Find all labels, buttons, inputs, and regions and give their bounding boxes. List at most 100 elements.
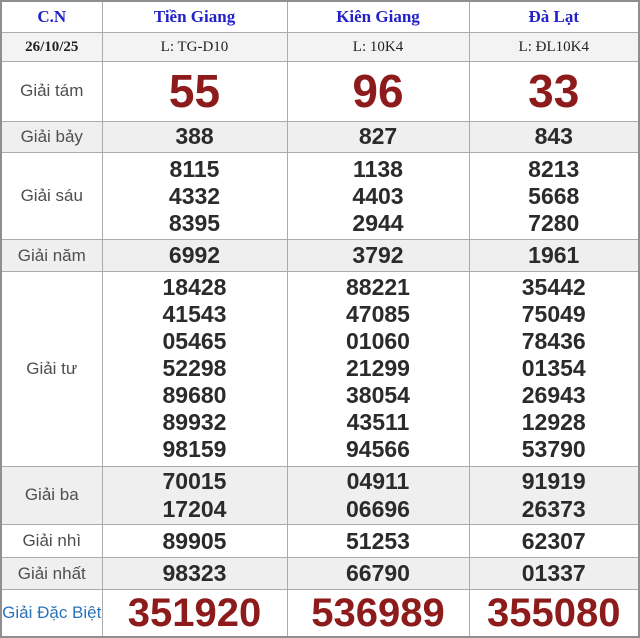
prize-numbers: 70015 17204 xyxy=(101,465,288,526)
column-header-da-lat[interactable]: Đà Lạt xyxy=(468,0,640,34)
prize-numbers: 51253 xyxy=(286,524,470,558)
prize-numbers: 8115 4332 8395 xyxy=(101,152,288,241)
prize-number: 38054 xyxy=(346,382,410,409)
prize-numbers: 66790 xyxy=(286,556,470,591)
prize-number: 70015 xyxy=(162,468,227,495)
prize-numbers: 89905 xyxy=(101,524,288,558)
prize-label-second: Giải nhì xyxy=(0,524,103,558)
prize-number: 8395 xyxy=(168,209,221,236)
prize-number: 536989 xyxy=(311,590,445,635)
prize-label-fifth: Giải năm xyxy=(0,239,103,272)
prize-number: 62307 xyxy=(521,527,586,554)
prize-row-first: Giải nhất 98323 66790 01337 xyxy=(0,556,640,591)
prize-label-seventh: Giải bảy xyxy=(0,120,103,154)
lottery-code-da-lat: L: ĐL10K4 xyxy=(468,32,640,62)
prize-numbers: 3792 xyxy=(286,239,470,272)
prize-numbers: 1138 4403 2944 xyxy=(286,152,470,241)
prize-numbers: 6992 xyxy=(101,239,288,272)
prize-number: 06696 xyxy=(346,496,410,523)
prize-number: 3792 xyxy=(352,242,404,269)
prize-number: 5668 xyxy=(528,182,580,209)
prize-number: 55 xyxy=(168,65,221,118)
prize-numbers: 01337 xyxy=(468,556,640,591)
column-header-tien-giang[interactable]: Tiền Giang xyxy=(101,0,288,34)
prize-number: 2944 xyxy=(352,209,404,236)
prize-number: 88221 xyxy=(346,274,410,301)
prize-number: 47085 xyxy=(346,301,410,328)
prize-numbers: 33 xyxy=(468,60,640,122)
prize-numbers: 388 xyxy=(101,120,288,154)
draw-info-row: 26/10/25 L: TG-D10 L: 10K4 L: ĐL10K4 xyxy=(0,32,640,62)
prize-label-third: Giải ba xyxy=(0,465,103,526)
prize-row-seventh: Giải bảy 388 827 843 xyxy=(0,120,640,154)
prize-number: 17204 xyxy=(162,496,227,523)
prize-numbers: 827 xyxy=(286,120,470,154)
prize-numbers: 536989 xyxy=(286,589,470,638)
prize-number: 41543 xyxy=(162,301,227,328)
column-header-day[interactable]: C.N xyxy=(0,0,103,34)
prize-number: 94566 xyxy=(346,436,410,463)
prize-number: 843 xyxy=(534,123,573,150)
prize-number: 01060 xyxy=(346,328,410,355)
prize-row-third: Giải ba 70015 17204 04911 06696 91919 26373 xyxy=(0,465,640,526)
prize-label-first: Giải nhất xyxy=(0,556,103,591)
prize-row-eighth: Giải tám 55 96 33 xyxy=(0,60,640,122)
prize-label-fourth: Giải tư xyxy=(0,270,103,467)
prize-numbers: 04911 06696 xyxy=(286,465,470,526)
prize-number: 91919 xyxy=(521,468,586,495)
prize-number: 52298 xyxy=(162,355,227,382)
prize-label-eighth: Giải tám xyxy=(0,60,103,122)
prize-numbers: 351920 xyxy=(101,589,288,638)
lottery-code-kien-giang: L: 10K4 xyxy=(286,32,470,62)
prize-number: 8213 xyxy=(528,155,580,182)
lottery-code-tien-giang: L: TG-D10 xyxy=(101,32,288,62)
prize-numbers: 96 xyxy=(286,60,470,122)
prize-number: 96 xyxy=(352,65,404,118)
prize-number: 01337 xyxy=(521,560,586,587)
prize-numbers: 55 xyxy=(101,60,288,122)
prize-number: 33 xyxy=(528,65,580,118)
prize-row-fifth: Giải năm 6992 3792 1961 xyxy=(0,239,640,272)
prize-number: 26943 xyxy=(521,382,586,409)
prize-number: 7280 xyxy=(528,209,580,236)
prize-numbers: 8213 5668 7280 xyxy=(468,152,640,241)
prize-number: 1961 xyxy=(528,242,580,269)
prize-label-sixth: Giải sáu xyxy=(0,152,103,241)
prize-numbers: 88221 47085 01060 21299 38054 43511 94566 xyxy=(286,270,470,467)
prize-number: 89932 xyxy=(162,409,227,436)
prize-number: 89905 xyxy=(162,527,227,554)
prize-row-sixth: Giải sáu 8115 4332 8395 1138 4403 2944 8213 5… xyxy=(0,152,640,241)
prize-numbers: 18428 41543 05465 52298 89680 89932 98159 xyxy=(101,270,288,467)
prize-number: 12928 xyxy=(521,409,586,436)
prize-number: 26373 xyxy=(521,496,586,523)
prize-number: 6992 xyxy=(168,242,221,269)
prize-number: 4403 xyxy=(352,182,404,209)
prize-number: 04911 xyxy=(346,468,410,495)
prize-label-special: Giải Đặc Biệt xyxy=(0,589,103,638)
prize-number: 01354 xyxy=(521,355,586,382)
prize-number: 1138 xyxy=(353,155,403,182)
prize-numbers: 62307 xyxy=(468,524,640,558)
prize-number: 75049 xyxy=(521,301,586,328)
prize-number: 4332 xyxy=(168,182,221,209)
prize-row-second: Giải nhì 89905 51253 62307 xyxy=(0,524,640,558)
prize-number: 21299 xyxy=(346,355,410,382)
prize-number: 18428 xyxy=(162,274,227,301)
prize-numbers: 98323 xyxy=(101,556,288,591)
prize-number: 355080 xyxy=(487,590,621,635)
prize-number: 8115 xyxy=(169,155,220,182)
prize-number: 35442 xyxy=(521,274,586,301)
prize-number: 388 xyxy=(175,123,214,150)
column-header-kien-giang[interactable]: Kiên Giang xyxy=(286,0,470,34)
prize-number: 53790 xyxy=(521,436,586,463)
prize-number: 98159 xyxy=(162,436,227,463)
table-header-row: C.N Tiền Giang Kiên Giang Đà Lạt xyxy=(0,0,640,34)
prize-numbers: 355080 xyxy=(468,589,640,638)
prize-row-fourth: Giải tư 18428 41543 05465 52298 89680 89932 98… xyxy=(0,270,640,467)
prize-numbers: 843 xyxy=(468,120,640,154)
prize-row-special: Giải Đặc Biệt 351920 536989 355080 xyxy=(0,589,640,638)
prize-number: 51253 xyxy=(346,527,410,554)
draw-date: 26/10/25 xyxy=(0,32,103,62)
prize-numbers: 91919 26373 xyxy=(468,465,640,526)
